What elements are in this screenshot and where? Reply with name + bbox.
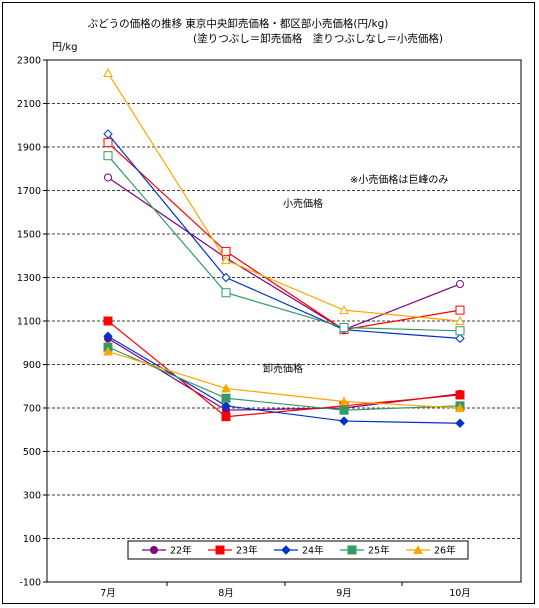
x-tick-label: 7月 bbox=[100, 588, 116, 599]
point-retail bbox=[221, 255, 231, 265]
point-wholesale bbox=[103, 331, 113, 341]
y-tick-label: 500 bbox=[23, 447, 41, 458]
legend-label: 22年 bbox=[170, 545, 192, 557]
retail-note: ※小売価格は巨峰のみ bbox=[350, 173, 448, 186]
y-tick-label: 2100 bbox=[17, 99, 41, 110]
point-retail bbox=[455, 333, 465, 344]
series-line-wholesale bbox=[107, 335, 461, 424]
point-wholesale bbox=[221, 383, 231, 393]
point-wholesale bbox=[339, 416, 349, 426]
point-retail bbox=[221, 246, 231, 256]
point-retail bbox=[221, 272, 231, 283]
series-line-retail bbox=[107, 176, 461, 331]
point-retail bbox=[104, 173, 112, 182]
series-line-wholesale bbox=[107, 320, 461, 418]
x-tick-label: 8月 bbox=[218, 588, 234, 599]
y-axis-label: 円/kg bbox=[52, 42, 78, 53]
y-tick-label: 1500 bbox=[17, 230, 41, 241]
y-tick-label: 700 bbox=[23, 404, 41, 415]
point-retail bbox=[455, 326, 465, 336]
point-wholesale bbox=[221, 393, 231, 403]
legend-marker bbox=[347, 545, 357, 555]
x-tick-label: 10月 bbox=[449, 588, 471, 599]
legend-marker bbox=[281, 545, 291, 555]
point-wholesale bbox=[339, 405, 349, 415]
point-wholesale bbox=[339, 396, 349, 406]
series-line-wholesale bbox=[107, 350, 461, 409]
y-tick-label: 1300 bbox=[17, 273, 41, 284]
point-wholesale bbox=[221, 412, 231, 422]
y-tick-label: 2300 bbox=[17, 56, 41, 67]
series-line-retail bbox=[107, 155, 461, 332]
legend-marker bbox=[150, 546, 158, 554]
legend-marker bbox=[215, 545, 225, 555]
point-wholesale bbox=[103, 346, 113, 356]
point-retail bbox=[455, 315, 465, 325]
legend-label: 26年 bbox=[434, 545, 456, 557]
point-retail bbox=[103, 129, 113, 139]
legend-marker bbox=[413, 544, 423, 554]
series-line-retail bbox=[107, 133, 461, 339]
legend-label: 25年 bbox=[368, 545, 390, 557]
retail-price-label: 小売価格 bbox=[283, 197, 323, 210]
y-tick-label: 300 bbox=[23, 491, 41, 502]
series-line-retail bbox=[107, 72, 461, 322]
point-retail bbox=[103, 138, 113, 148]
wholesale-price-label: 卸売価格 bbox=[263, 362, 303, 375]
point-retail bbox=[221, 288, 231, 298]
y-tick-label: 1700 bbox=[17, 186, 41, 197]
point-wholesale bbox=[455, 418, 465, 428]
chart-frame bbox=[2, 2, 535, 604]
point-retail bbox=[456, 280, 464, 289]
point-retail bbox=[339, 323, 349, 333]
point-retail bbox=[339, 305, 349, 315]
legend-label: 23年 bbox=[236, 545, 258, 557]
y-tick-label: 900 bbox=[23, 360, 41, 371]
point-wholesale bbox=[455, 390, 465, 400]
point-wholesale bbox=[103, 316, 113, 326]
point-wholesale bbox=[221, 401, 231, 411]
point-retail bbox=[455, 305, 465, 315]
plot-area bbox=[46, 59, 522, 583]
x-tick-label: 9月 bbox=[336, 588, 352, 599]
y-tick-label: 1900 bbox=[17, 143, 41, 154]
y-tick-label: 100 bbox=[23, 534, 41, 545]
point-retail bbox=[103, 151, 113, 161]
y-tick-label: 1100 bbox=[17, 317, 41, 328]
legend-label: 24年 bbox=[302, 545, 324, 557]
series-line-retail bbox=[107, 142, 461, 331]
chart-title-line2: (塗りつぶし＝卸売価格 塗りつぶしなし＝小売価格) bbox=[193, 32, 443, 45]
series-line-wholesale bbox=[107, 346, 461, 411]
point-retail bbox=[103, 67, 113, 78]
point-wholesale bbox=[455, 402, 465, 412]
chart-title-line1: ぶどうの価格の推移 東京中央卸売価格・都区部小売価格(円/kg) bbox=[88, 17, 389, 30]
y-tick-label: -100 bbox=[19, 578, 41, 589]
